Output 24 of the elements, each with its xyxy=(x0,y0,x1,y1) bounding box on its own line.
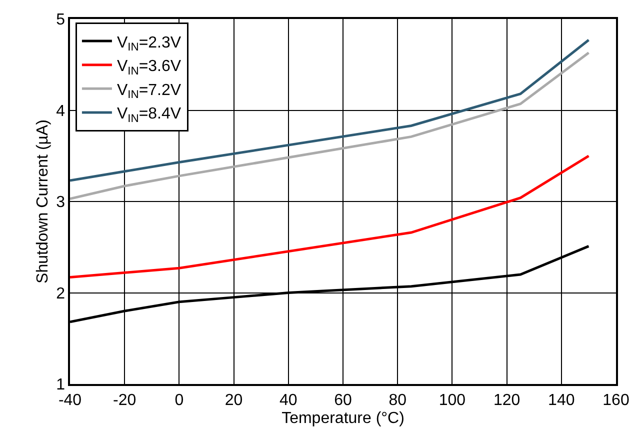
x-tick-label: 160 xyxy=(602,392,630,409)
x-axis-title: Temperature (°C) xyxy=(282,410,404,428)
x-tick-label: -20 xyxy=(113,392,136,409)
x-tick-label: 140 xyxy=(548,392,575,409)
y-axis-title: Shutdown Current (µA) xyxy=(34,120,52,284)
x-tick-label: 80 xyxy=(388,392,407,409)
legend-label: V$_{IN}$=3.6V xyxy=(116,58,182,78)
x-tick-label: 0 xyxy=(174,392,184,409)
x-tick-label: 40 xyxy=(280,392,298,409)
x-tick-label: -40 xyxy=(58,392,82,409)
y-tick-label: 2 xyxy=(56,285,66,302)
legend-label: V$_{IN}$=7.2V xyxy=(116,82,182,102)
y-tick-label: 3 xyxy=(56,194,66,212)
line-series xyxy=(70,154,590,278)
y-tick-label: 4 xyxy=(56,102,66,120)
x-tick-label: 100 xyxy=(438,392,466,409)
line-series xyxy=(70,52,590,200)
legend-label: V$_{IN}$=2.3V xyxy=(116,34,182,54)
x-tick-label: 60 xyxy=(334,392,352,409)
y-tick-label: 5 xyxy=(56,12,66,29)
x-tick-label: 120 xyxy=(493,392,520,409)
x-tick-label: 20 xyxy=(224,392,243,409)
y-tick-label: 1 xyxy=(56,376,66,394)
legend-label: V$_{IN}$=8.4V xyxy=(116,106,182,126)
